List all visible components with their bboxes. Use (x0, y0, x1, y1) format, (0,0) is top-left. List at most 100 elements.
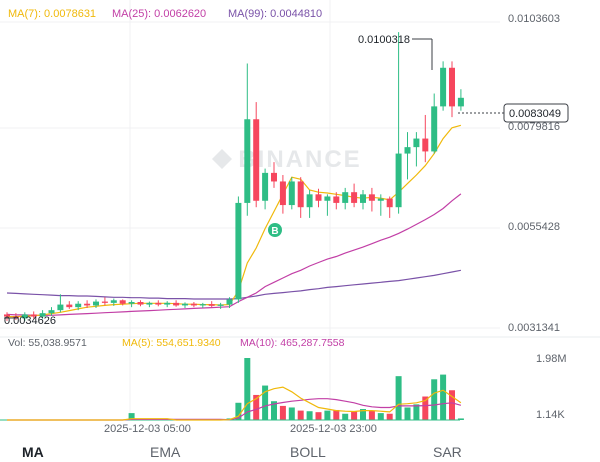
candle-body (244, 119, 251, 203)
volume-bar (457, 418, 464, 420)
candle-body (386, 198, 393, 208)
tab-boll[interactable]: BOLL (290, 444, 326, 460)
candle-body (128, 302, 135, 304)
candle-body (93, 301, 99, 306)
volume-bar (342, 413, 349, 420)
volume-bar (297, 410, 304, 420)
time-tick: 2025-12-03 23:00 (290, 423, 377, 435)
volume-bar (279, 405, 286, 420)
candle-body (422, 138, 429, 152)
candle-body (190, 303, 197, 306)
ma7-legend: MA(7): 0.0078631 (8, 8, 96, 20)
price-tick: 0.0079816 (508, 121, 560, 133)
volume-bar (262, 385, 269, 420)
high-price-marker: 0.0100318 (358, 34, 433, 70)
binance-logo-icon (212, 149, 232, 169)
volume-bar (431, 379, 438, 420)
candle-body (262, 172, 269, 201)
volume-bar (235, 402, 242, 420)
volume-bar (333, 409, 340, 420)
candle-body (155, 302, 162, 305)
candle-body (182, 303, 188, 306)
volume-legend-ma10: MA(10): 465,287.7558 (240, 337, 345, 349)
candle-body (119, 300, 126, 304)
volume-bar (253, 394, 260, 420)
candle-body (208, 304, 215, 306)
candle-body (199, 304, 206, 306)
volume-bar (368, 410, 375, 420)
current-price-label: 0.0083049 (509, 108, 561, 120)
volume-tick: 1.14K (536, 409, 565, 421)
candle-body (101, 301, 108, 303)
volume-bar (288, 407, 295, 420)
volume-bar (422, 396, 429, 420)
indicator-tab-bar: MA EMA BOLL SAR (0, 438, 600, 462)
volume-bar (128, 413, 135, 420)
chart-grid (0, 0, 500, 420)
volume-bar (413, 404, 420, 420)
volume-axis: 1.98M 1.14K (536, 353, 567, 421)
candle-body (395, 153, 402, 208)
candle-body (413, 138, 420, 148)
ma25-legend: MA(25): 0.0062620 (112, 8, 206, 20)
volume-bar (306, 411, 313, 420)
candle-body (4, 314, 10, 317)
volume-bar (315, 412, 322, 420)
candle-body (315, 194, 322, 201)
candle-body (342, 192, 349, 203)
candle-body (30, 314, 37, 317)
tab-sar[interactable]: SAR (433, 444, 462, 460)
candle-body (297, 181, 304, 208)
volume-legend-ma5: MA(5): 554,651.9340 (122, 337, 221, 349)
volume-bar (244, 358, 251, 420)
candle-body (253, 119, 260, 201)
time-tick: 2025-12-03 05:00 (104, 423, 191, 435)
volume-bar (449, 390, 455, 420)
volume-bar (271, 401, 277, 420)
candle-body (21, 314, 28, 319)
candle-body (288, 181, 295, 206)
time-axis: 2025-12-03 05:00 2025-12-03 23:00 (104, 423, 377, 435)
candle-body (39, 313, 46, 317)
candle-body (217, 304, 224, 306)
volume-bar (440, 374, 447, 420)
candle-body (377, 198, 384, 201)
current-price-marker: 0.0083049 (458, 103, 569, 123)
volume-bars (0, 358, 464, 421)
candle-body (146, 302, 153, 305)
buy-marker[interactable]: B (268, 223, 282, 237)
price-chart[interactable]: BINANCE MA(7): 0.0078631 MA(25): 0.00626… (0, 0, 600, 438)
candle-body (306, 194, 313, 208)
candle-body (57, 304, 64, 311)
candle-body (48, 310, 55, 314)
volume-bar (404, 407, 411, 420)
volume-bar (324, 410, 331, 420)
candle-body (440, 67, 447, 107)
ma7-line (7, 124, 462, 318)
candlesticks (4, 32, 464, 321)
tab-ma[interactable]: MA (22, 444, 44, 460)
candle-body (137, 302, 144, 305)
candle-body (351, 192, 358, 203)
volume-bar (386, 413, 393, 420)
volume-legend: Vol: 55,038.9571 MA(5): 554,651.9340 MA(… (8, 337, 345, 349)
moving-average-lines (6, 124, 462, 318)
candle-body (110, 300, 117, 303)
low-price-marker: 0.0034626 (4, 315, 56, 327)
candle-body (279, 181, 286, 206)
candle-body (226, 299, 233, 305)
volume-bar (360, 409, 366, 420)
price-axis: 0.0103603 0.0079816 0.0055428 0.0031341 (508, 13, 560, 334)
candle-body (449, 67, 455, 107)
ma-legend: MA(7): 0.0078631 MA(25): 0.0062620 MA(99… (8, 8, 322, 20)
price-tick: 0.0103603 (508, 13, 560, 25)
tab-ema[interactable]: EMA (150, 444, 181, 460)
candle-body (368, 194, 375, 201)
candle-body (84, 303, 91, 306)
candle-body (12, 316, 19, 319)
volume-ma5-line (7, 386, 462, 421)
low-price-label: 0.0034626 (4, 315, 56, 327)
price-tick: 0.0055428 (508, 221, 560, 233)
candle-body (431, 106, 438, 152)
volume-bar (395, 376, 402, 420)
